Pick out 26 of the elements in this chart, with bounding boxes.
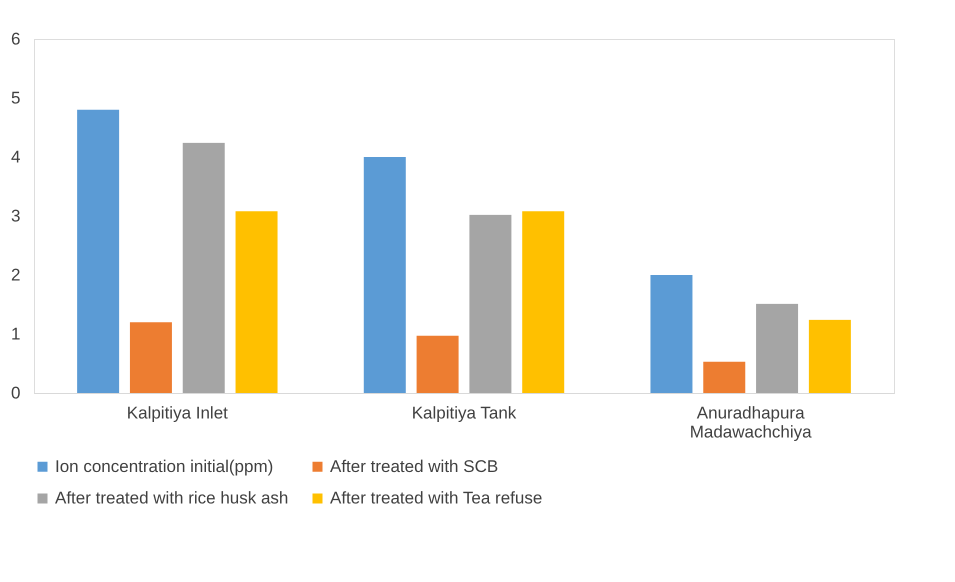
bar bbox=[77, 110, 120, 393]
y-tick-label: 2 bbox=[11, 266, 20, 284]
y-tick-label: 5 bbox=[11, 88, 20, 108]
bar bbox=[182, 142, 225, 393]
x-tick-label: Kalpitiya Inlet bbox=[126, 404, 228, 422]
bar bbox=[364, 157, 406, 393]
y-tick-label: 0 bbox=[11, 384, 20, 402]
bar bbox=[808, 320, 851, 393]
bar bbox=[650, 275, 692, 393]
y-tick-label: 6 bbox=[11, 30, 20, 48]
x-tick-label: Kalpitiya Tank bbox=[412, 404, 517, 422]
y-tick-label: 4 bbox=[11, 148, 20, 166]
bar bbox=[469, 214, 512, 393]
legend-label: After treated with Tea refuse bbox=[330, 488, 542, 508]
bar bbox=[756, 304, 798, 393]
y-tick-label: 3 bbox=[11, 206, 20, 226]
legend-label: After treated with rice husk ash bbox=[55, 488, 288, 508]
bar bbox=[522, 211, 564, 393]
bar bbox=[236, 211, 278, 393]
x-tick-label: Anuradhapura Madawachchiya bbox=[690, 404, 812, 442]
bar bbox=[416, 336, 459, 393]
bar bbox=[703, 362, 746, 393]
bar bbox=[130, 322, 172, 393]
legend-label: After treated with SCB bbox=[330, 456, 498, 476]
legend-label: Ion concentration initial(ppm) bbox=[55, 456, 274, 476]
y-tick-label: 1 bbox=[11, 324, 20, 344]
